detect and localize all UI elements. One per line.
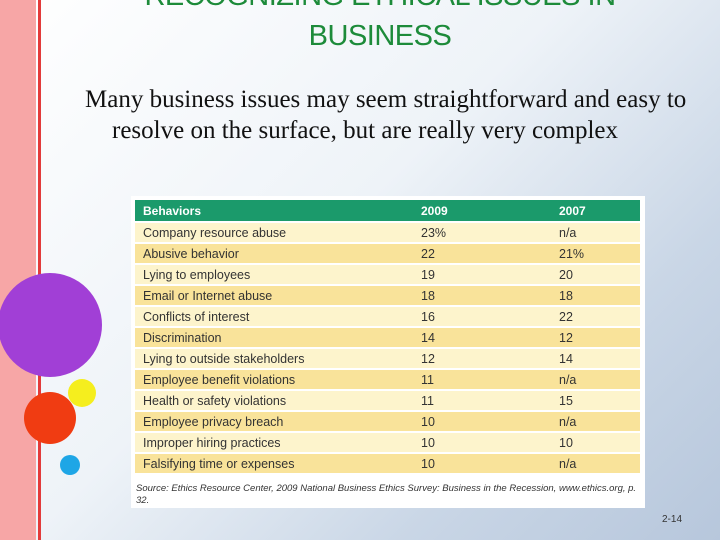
table-row: Lying to employees 19 20 <box>135 263 640 285</box>
table-cell: 14 <box>413 326 551 348</box>
yellow-circle <box>68 379 96 407</box>
table-cell: 12 <box>551 326 640 348</box>
table-cell: Abusive behavior <box>135 242 413 264</box>
column-header: 2007 <box>551 200 640 222</box>
table-cell: Lying to employees <box>135 263 413 285</box>
table-cell: Employee privacy breach <box>135 410 413 432</box>
table-row: Abusive behavior 22 21% <box>135 242 640 264</box>
table-cell: 18 <box>413 284 551 306</box>
table-cell: 10 <box>551 431 640 453</box>
table-cell: Discrimination <box>135 326 413 348</box>
table-cell: n/a <box>551 368 640 390</box>
table-cell: Email or Internet abuse <box>135 284 413 306</box>
table-cell: Lying to outside stakeholders <box>135 347 413 369</box>
table-cell: 12 <box>413 347 551 369</box>
column-header: 2009 <box>413 200 551 222</box>
body-text: Many business issues may seem straightfo… <box>85 86 687 144</box>
source-note: Source: Ethics Resource Center, 2009 Nat… <box>136 483 637 506</box>
table-cell: 10 <box>413 452 551 473</box>
title-line: RECOGNIZING ETHICAL ISSUES IN <box>60 0 700 13</box>
blue-circle <box>60 455 80 475</box>
table: Behaviors 2009 2007 Company resource abuse 2… <box>135 200 640 473</box>
table-row: Lying to outside stakeholders 12 14 <box>135 347 640 369</box>
table-cell: 18 <box>551 284 640 306</box>
table-row: Health or safety violations 11 15 <box>135 389 640 411</box>
side-rule <box>38 0 41 540</box>
table-cell: 11 <box>413 368 551 390</box>
table-cell: 15 <box>551 389 640 411</box>
table-row: Email or Internet abuse 18 18 <box>135 284 640 306</box>
table-row: Discrimination 14 12 <box>135 326 640 348</box>
column-header: Behaviors <box>135 200 413 222</box>
table-cell: Improper hiring practices <box>135 431 413 453</box>
table-cell: 22 <box>551 305 640 327</box>
table-cell: Falsifying time or expenses <box>135 452 413 473</box>
table-row: Falsifying time or expenses 10 n/a <box>135 452 640 473</box>
table-row: Conflicts of interest 16 22 <box>135 305 640 327</box>
table-cell: Health or safety violations <box>135 389 413 411</box>
title-line: BUSINESS <box>308 20 452 52</box>
table-cell: 20 <box>551 263 640 285</box>
table-cell: 19 <box>413 263 551 285</box>
table-cell: 21% <box>551 242 640 264</box>
table-cell: 23% <box>413 221 551 243</box>
table-row: Improper hiring practices 10 10 <box>135 431 640 453</box>
table-row: Employee privacy breach 10 n/a <box>135 410 640 432</box>
red-circle <box>24 392 76 444</box>
side-strip <box>0 0 36 540</box>
table-cell: Company resource abuse <box>135 221 413 243</box>
table-cell: Employee benefit violations <box>135 368 413 390</box>
table-cell: 10 <box>413 410 551 432</box>
purple-circle <box>0 273 102 377</box>
table-row: Company resource abuse 23% n/a <box>135 221 640 243</box>
table-cell: 14 <box>551 347 640 369</box>
table-cell: n/a <box>551 452 640 473</box>
table-cell: n/a <box>551 221 640 243</box>
table-cell: 16 <box>413 305 551 327</box>
table-row: Employee benefit violations 11 n/a <box>135 368 640 390</box>
table-cell: 11 <box>413 389 551 411</box>
table-cell: n/a <box>551 410 640 432</box>
table-cell: Conflicts of interest <box>135 305 413 327</box>
table-cell: 10 <box>413 431 551 453</box>
table-cell: 22 <box>413 242 551 264</box>
page-number: 2-14 <box>662 514 683 525</box>
